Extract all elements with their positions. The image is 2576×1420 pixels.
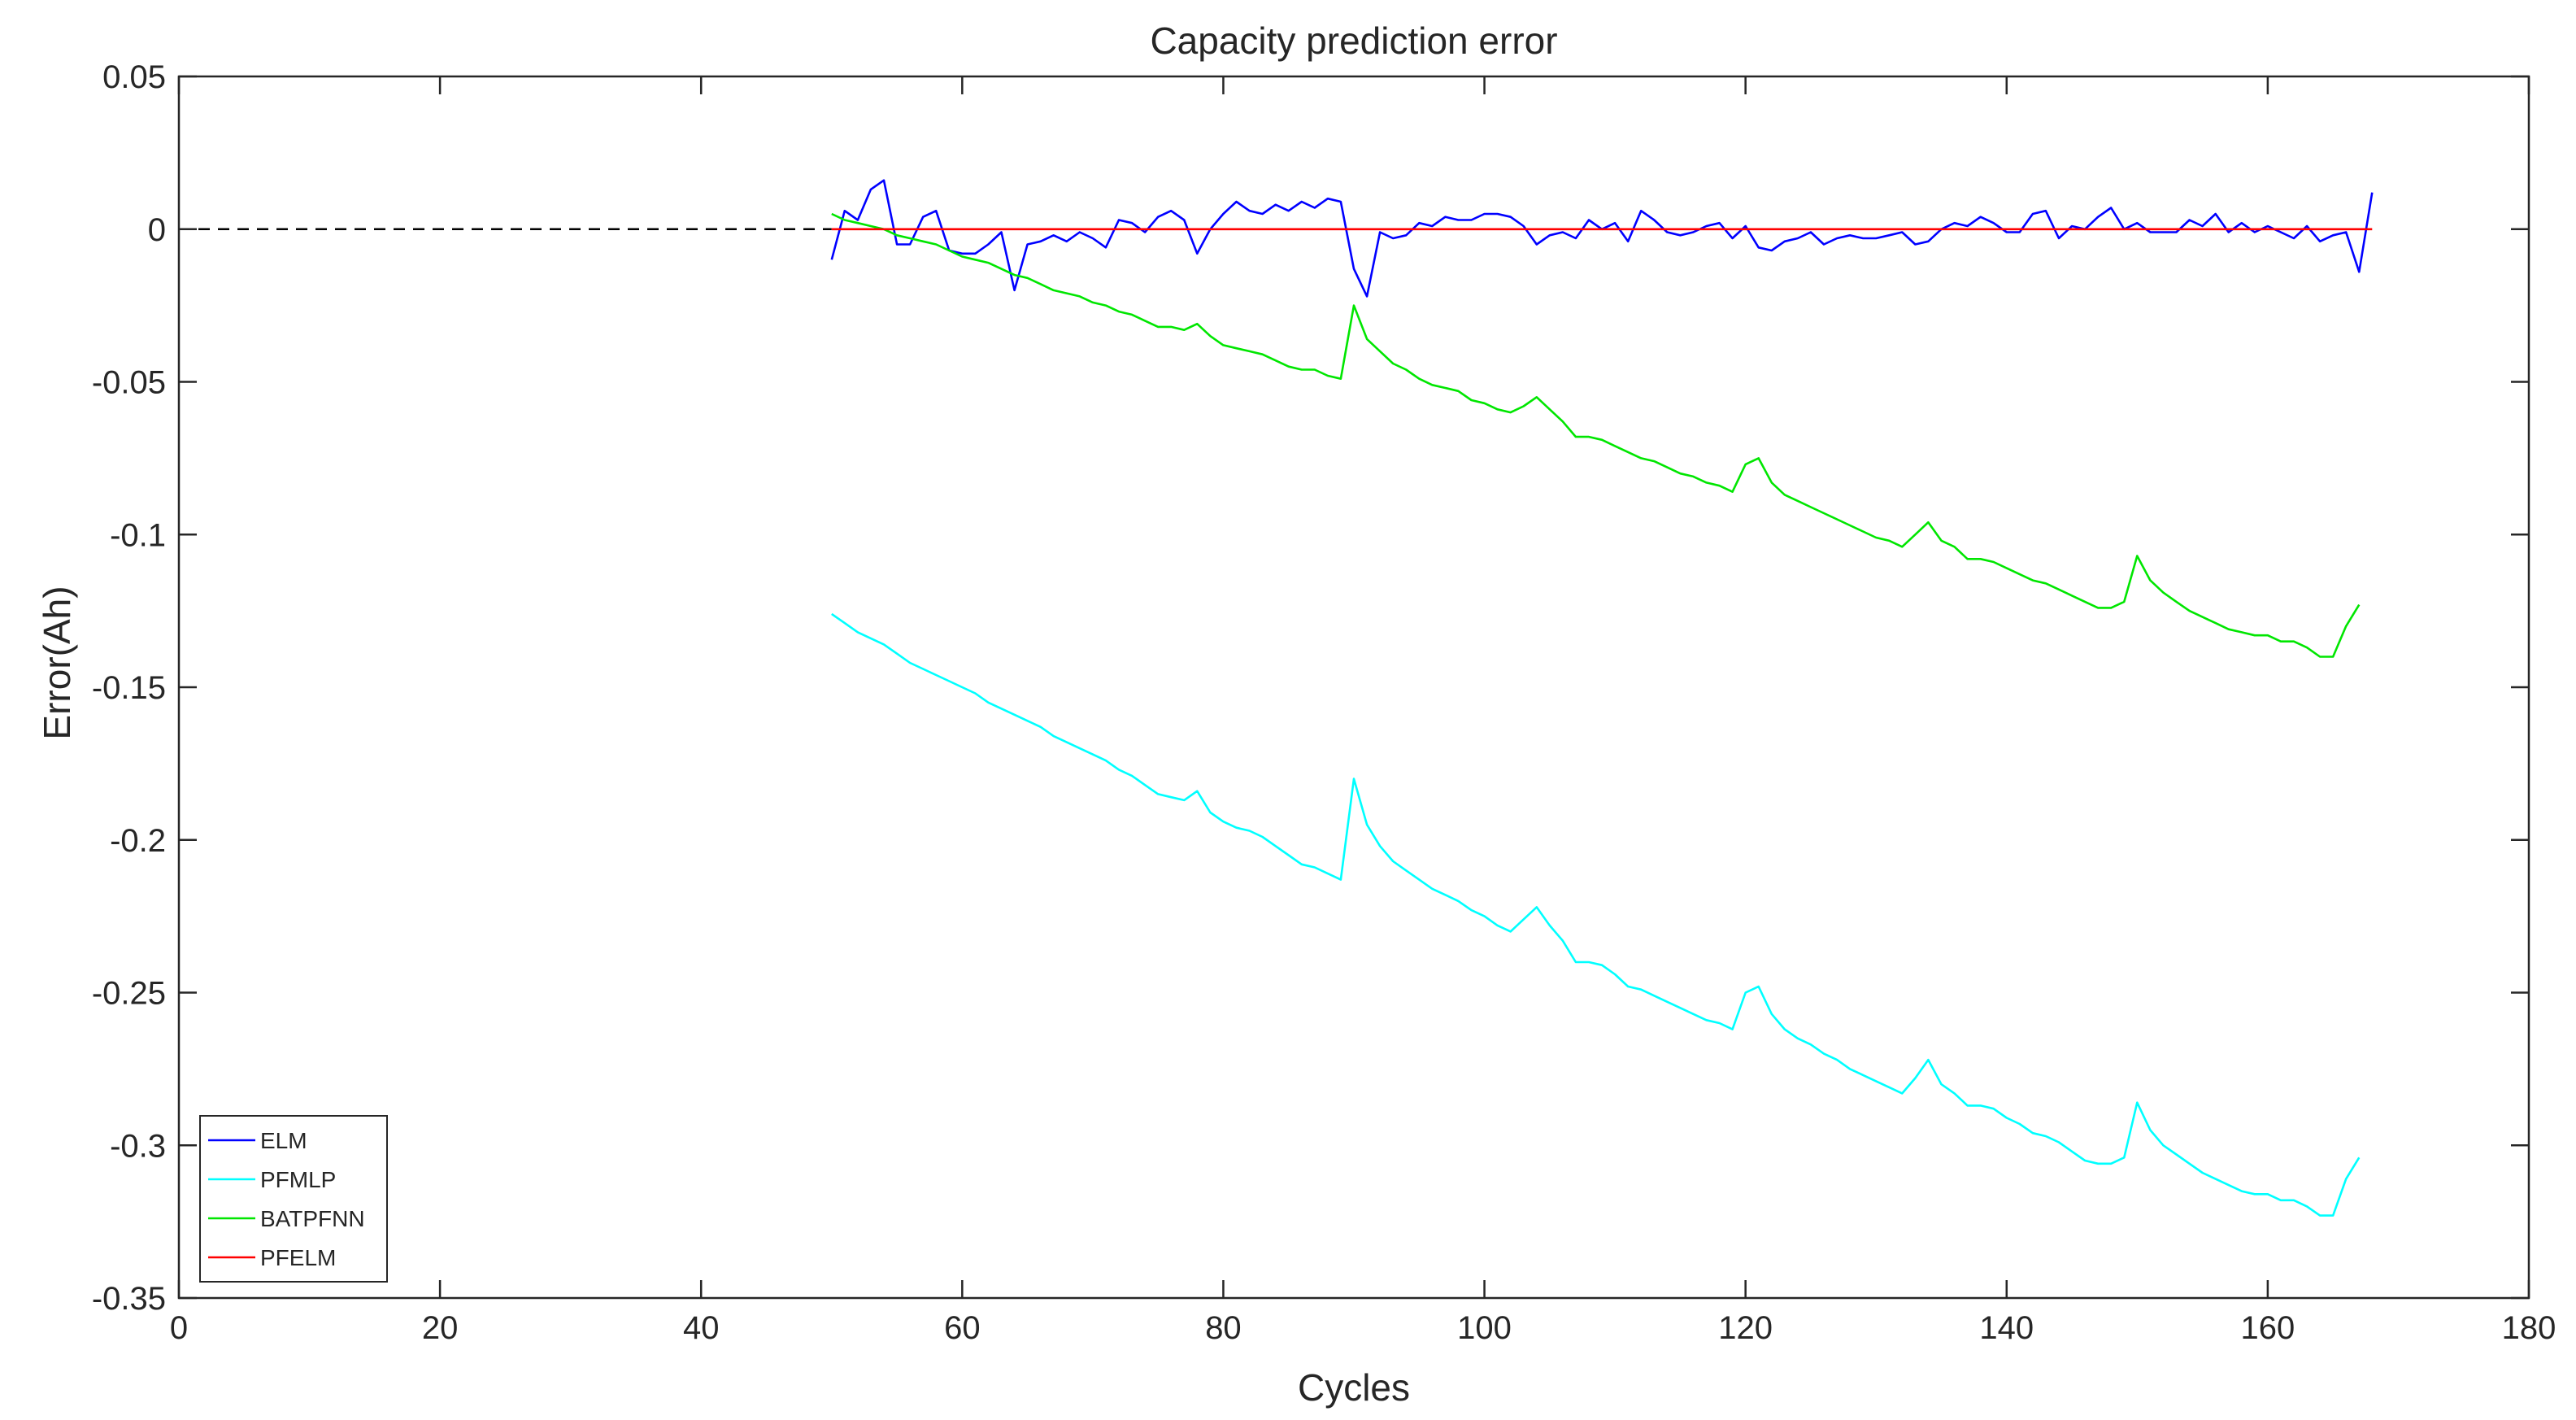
series-line-pfmlp: [831, 612, 2361, 1217]
y-tick-label: 0: [148, 212, 166, 248]
x-tick-label: 40: [683, 1310, 720, 1346]
legend-label-pfelm: PFELM: [260, 1245, 336, 1270]
y-tick-label: -0.25: [92, 976, 166, 1012]
chart-title: Capacity prediction error: [1150, 20, 1557, 62]
x-tick-label: 60: [944, 1310, 981, 1346]
y-tick-label: -0.15: [92, 670, 166, 706]
y-axis-label: Error(Ah): [36, 586, 78, 739]
series-line-batpfnn: [831, 212, 2361, 658]
y-tick-label: -0.2: [110, 823, 166, 859]
legend-label-batpfnn: BATPFNN: [260, 1206, 365, 1231]
axis-ticks: 0 20 40 60 80 100 120 140 160 180 0.05 0 -0.05 -0.1 -0…: [92, 59, 2556, 1346]
plot-area: [179, 179, 2374, 1217]
x-axis-label: Cycles: [1298, 1366, 1410, 1409]
y-tick-label: -0.05: [92, 365, 166, 401]
y-tick-label: -0.3: [110, 1128, 166, 1164]
x-tick-label: 0: [170, 1310, 188, 1346]
y-tick-label: -0.35: [92, 1281, 166, 1317]
legend-box: [199, 1115, 388, 1283]
x-tick-label: 100: [1457, 1310, 1512, 1346]
x-tick-label: 160: [2241, 1310, 2295, 1346]
x-tick-label: 140: [1979, 1310, 2034, 1346]
y-tick-label: -0.1: [110, 517, 166, 553]
x-tick-label: 20: [422, 1310, 459, 1346]
x-tick-label: 120: [1718, 1310, 1773, 1346]
y-tick-label: 0.05: [102, 59, 166, 95]
legend: ELM PFMLP BATPFNN PFELM: [199, 1115, 388, 1283]
legend-label-elm: ELM: [260, 1128, 307, 1153]
legend-label-pfmlp: PFMLP: [260, 1167, 336, 1192]
x-tick-label: 80: [1205, 1310, 1242, 1346]
x-tick-label: 180: [2502, 1310, 2556, 1346]
